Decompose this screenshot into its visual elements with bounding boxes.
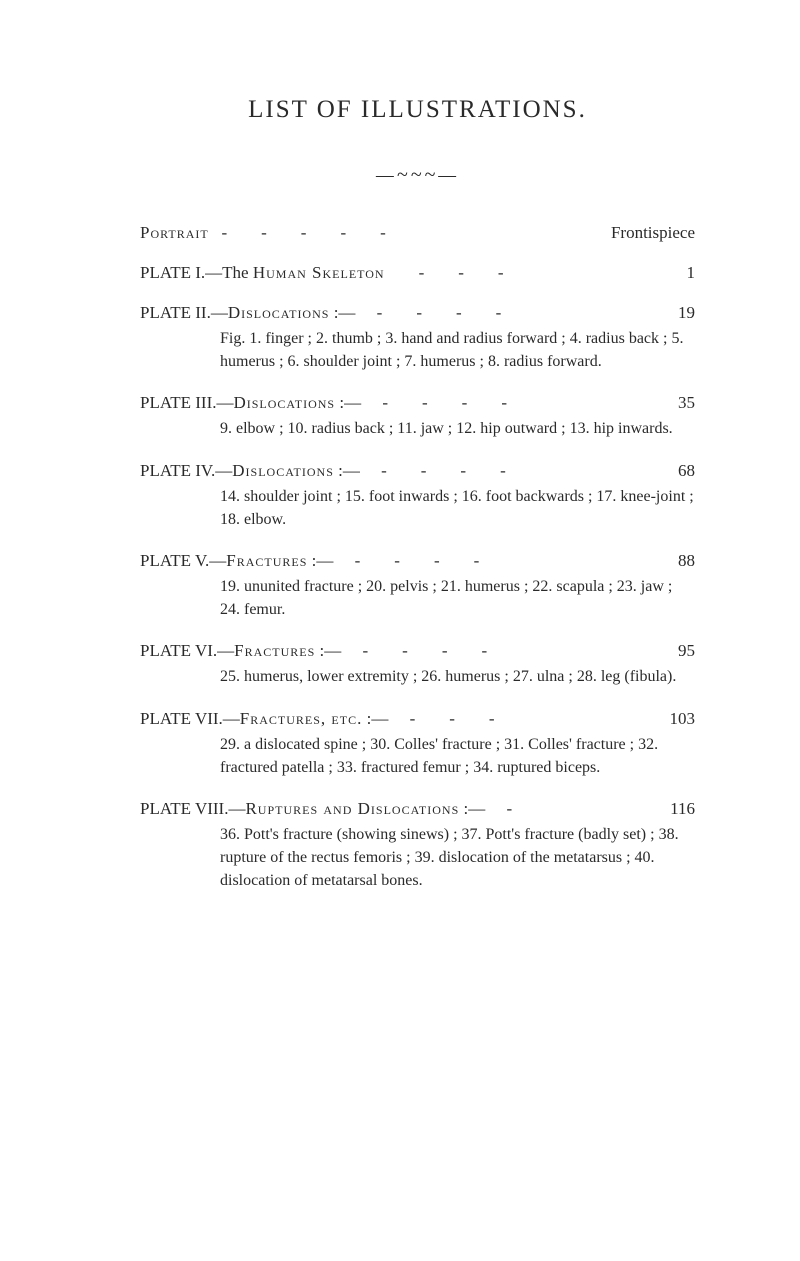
entry-page: 116 bbox=[653, 799, 695, 819]
entry-title: PLATE VII.—Fractures, etc. :— - - - bbox=[140, 709, 653, 729]
entry-head: PLATE I.—The Human Skeleton - - - 1 bbox=[140, 263, 695, 283]
flourish-ornament: —~~~— bbox=[140, 164, 695, 187]
entry-dashes: :— - - - - bbox=[315, 641, 487, 660]
entry-prefix: PLATE VIII.— bbox=[140, 799, 245, 818]
page-title: LIST OF ILLUSTRATIONS. bbox=[140, 96, 695, 124]
entry-dashes: :— - - - - bbox=[329, 303, 501, 322]
entry-prefix: PLATE VI.— bbox=[140, 641, 234, 660]
entry-dashes: :— - - - bbox=[362, 709, 494, 728]
entry-head: PLATE VIII.—Ruptures and Dislocations :—… bbox=[140, 799, 695, 819]
entry-sc: Ruptures and Dislocations bbox=[245, 799, 459, 818]
entry-dashes: :— - - - - bbox=[334, 461, 506, 480]
entry-plate-1: PLATE I.—The Human Skeleton - - - 1 bbox=[140, 263, 695, 283]
entry-head: PLATE VII.—Fractures, etc. :— - - - 103 bbox=[140, 709, 695, 729]
entry-sc: Portrait bbox=[140, 223, 209, 242]
entry-desc: 29. a dislocated spine ; 30. Colles' fra… bbox=[140, 733, 695, 779]
entry-title: PLATE II.—Dislocations :— - - - - bbox=[140, 303, 653, 323]
entry-portrait: Portrait - - - - - Frontispiece bbox=[140, 223, 695, 243]
entry-prefix: PLATE I.—The bbox=[140, 263, 253, 282]
entry-head: Portrait - - - - - Frontispiece bbox=[140, 223, 695, 243]
entry-desc: 36. Pott's fracture (showing sinews) ; 3… bbox=[140, 823, 695, 893]
entry-page: Frontispiece bbox=[611, 223, 695, 243]
entry-head: PLATE II.—Dislocations :— - - - - 19 bbox=[140, 303, 695, 323]
entry-plate-3: PLATE III.—Dislocations :— - - - - 35 9.… bbox=[140, 393, 695, 440]
entry-prefix: PLATE VII.— bbox=[140, 709, 240, 728]
entry-title: PLATE I.—The Human Skeleton - - - bbox=[140, 263, 653, 283]
entry-page: 35 bbox=[653, 393, 695, 413]
entry-head: PLATE V.—Fractures :— - - - - 88 bbox=[140, 551, 695, 571]
entry-desc: 19. ununited fracture ; 20. pelvis ; 21.… bbox=[140, 575, 695, 621]
entry-page: 19 bbox=[653, 303, 695, 323]
entry-plate-6: PLATE VI.—Fractures :— - - - - 95 25. hu… bbox=[140, 641, 695, 688]
entry-page: 103 bbox=[653, 709, 695, 729]
entry-prefix: PLATE III.— bbox=[140, 393, 233, 412]
entry-page: 88 bbox=[653, 551, 695, 571]
entry-sc: Dislocations bbox=[232, 461, 334, 480]
entry-sc: Fractures, etc. bbox=[240, 709, 363, 728]
entry-prefix: PLATE IV.— bbox=[140, 461, 232, 480]
entry-head: PLATE III.—Dislocations :— - - - - 35 bbox=[140, 393, 695, 413]
entry-desc: 14. shoulder joint ; 15. foot inwards ; … bbox=[140, 485, 695, 531]
entry-sc: Fractures bbox=[226, 551, 307, 570]
entry-plate-7: PLATE VII.—Fractures, etc. :— - - - 103 … bbox=[140, 709, 695, 779]
entry-sc: Human Skeleton bbox=[253, 263, 385, 282]
entry-prefix: PLATE II.— bbox=[140, 303, 228, 322]
entry-page: 68 bbox=[653, 461, 695, 481]
entry-page: 1 bbox=[653, 263, 695, 283]
entry-title: PLATE V.—Fractures :— - - - - bbox=[140, 551, 653, 571]
entry-plate-5: PLATE V.—Fractures :— - - - - 88 19. unu… bbox=[140, 551, 695, 621]
entry-page: 95 bbox=[653, 641, 695, 661]
entry-desc: Fig. 1. finger ; 2. thumb ; 3. hand and … bbox=[140, 327, 695, 373]
entry-desc: 9. elbow ; 10. radius back ; 11. jaw ; 1… bbox=[140, 417, 695, 440]
entry-dashes: :— - bbox=[459, 799, 512, 818]
entry-plate-8: PLATE VIII.—Ruptures and Dislocations :—… bbox=[140, 799, 695, 893]
entry-desc: 25. humerus, lower extremity ; 26. humer… bbox=[140, 665, 695, 688]
entry-prefix: PLATE V.— bbox=[140, 551, 226, 570]
entry-sc: Dislocations bbox=[233, 393, 335, 412]
entry-dashes: - - - bbox=[385, 263, 504, 282]
entry-head: PLATE IV.—Dislocations :— - - - - 68 bbox=[140, 461, 695, 481]
entry-dashes: :— - - - - bbox=[335, 393, 507, 412]
entry-head: PLATE VI.—Fractures :— - - - - 95 bbox=[140, 641, 695, 661]
entry-plate-4: PLATE IV.—Dislocations :— - - - - 68 14.… bbox=[140, 461, 695, 531]
entry-plate-2: PLATE II.—Dislocations :— - - - - 19 Fig… bbox=[140, 303, 695, 373]
entry-dashes: :— - - - - bbox=[307, 551, 479, 570]
entry-sc: Fractures bbox=[234, 641, 315, 660]
entry-title: Portrait - - - - - bbox=[140, 223, 611, 243]
entry-title: PLATE VI.—Fractures :— - - - - bbox=[140, 641, 653, 661]
entry-title: PLATE III.—Dislocations :— - - - - bbox=[140, 393, 653, 413]
entry-title: PLATE IV.—Dislocations :— - - - - bbox=[140, 461, 653, 481]
entry-dashes: - - - - - bbox=[209, 223, 386, 242]
entry-title: PLATE VIII.—Ruptures and Dislocations :—… bbox=[140, 799, 653, 819]
entry-sc: Dislocations bbox=[228, 303, 330, 322]
